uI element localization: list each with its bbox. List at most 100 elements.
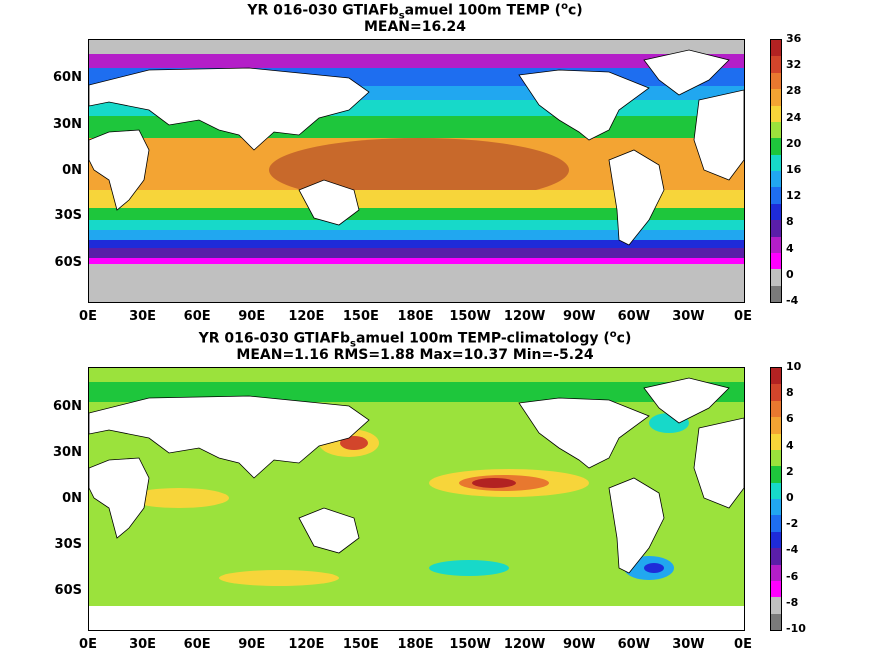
- bottom-colorbar-swatch: [771, 515, 781, 532]
- top-colorbar-swatch: [771, 72, 781, 90]
- top-colorbar-swatch: [771, 285, 781, 302]
- top-title-text-a: YR 016-030 GTIAFb: [247, 2, 399, 19]
- top-ylabel-0n: 0N: [62, 163, 82, 178]
- bottom-colorbar-swatch: [771, 531, 781, 549]
- bottom-colorbar-label: 8: [786, 386, 794, 400]
- top-colorbar-label: 16: [786, 163, 802, 176]
- bottom-map-panel: [88, 367, 745, 631]
- top-colorbar-label: 0: [786, 267, 794, 281]
- bottom-xlabel: 90E: [238, 637, 266, 652]
- top-xlabel: 90W: [563, 309, 596, 324]
- bottom-title-text-c: c): [616, 330, 632, 347]
- bottom-ylabel-60n: 60N: [53, 399, 82, 414]
- top-colorbar-label: 4: [786, 241, 794, 255]
- top-colorbar-label: 24: [786, 110, 802, 124]
- top-title-line1: YR 016-030 GTIAFbsamuel 100m TEMP (oc): [0, 0, 830, 24]
- top-colorbar-swatch: [771, 89, 781, 106]
- top-xlabel: 120W: [503, 309, 546, 324]
- bottom-colorbar-label: 4: [786, 438, 794, 452]
- bottom-colorbar-label: -10: [786, 622, 806, 635]
- top-colorbar-swatch: [771, 203, 781, 221]
- bottom-xlabel: 150W: [449, 637, 491, 652]
- bottom-ylabel-0n: 0N: [62, 491, 82, 506]
- top-xlabel: 150W: [449, 309, 491, 324]
- top-colorbar-label: 20: [786, 136, 802, 150]
- bottom-colorbar-label: 10: [786, 360, 802, 373]
- bottom-colorbar-label: 6: [786, 412, 794, 426]
- bottom-colorbar-label: -8: [786, 595, 799, 609]
- top-xlabel: 0E: [734, 309, 752, 324]
- top-xlabel: 30E: [129, 309, 157, 324]
- bottom-colorbar-label: 0: [786, 491, 794, 504]
- top-colorbar-swatch: [771, 121, 781, 139]
- bottom-colorbar-swatch: [771, 499, 781, 516]
- bottom-xlabel: 30E: [129, 637, 157, 652]
- top-colorbar-swatch: [771, 56, 781, 73]
- top-colorbar-label: 8: [786, 215, 794, 229]
- top-ylabel-60s: 60S: [54, 255, 82, 270]
- bottom-xlabel: 120W: [503, 637, 546, 652]
- top-xlabel: 90E: [238, 309, 266, 324]
- bottom-colorbar-swatch: [771, 368, 781, 385]
- bottom-xlabel: 60E: [183, 637, 211, 652]
- bottom-colorbar-label: -2: [786, 517, 799, 531]
- top-colorbar-swatch: [771, 154, 781, 171]
- top-title-line2: MEAN=16.24: [363, 19, 467, 35]
- bottom-xlabel: 0E: [734, 637, 752, 652]
- bottom-xlabel: 180E: [397, 637, 434, 652]
- bottom-colorbar-swatch: [771, 400, 781, 418]
- bottom-colorbar-swatch: [771, 417, 781, 434]
- bottom-colorbar-swatch: [771, 580, 781, 598]
- bottom-colorbar-label: 2: [786, 464, 794, 478]
- top-colorbar-swatch: [771, 252, 781, 270]
- bottom-xlabel: 30W: [672, 637, 705, 652]
- bottom-xlabel: 150E: [342, 637, 379, 652]
- bottom-title-line1: YR 016-030 GTIAFbsamuel 100m TEMP-climat…: [0, 326, 830, 352]
- bottom-ylabel-60s: 60S: [54, 583, 82, 598]
- top-ylabel-60n: 60N: [53, 70, 82, 85]
- bottom-xlabel: 120E: [288, 637, 325, 652]
- bottom-colorbar-swatch: [771, 433, 781, 450]
- top-colorbar-swatch: [771, 171, 781, 188]
- top-xlabel: 0E: [79, 309, 97, 324]
- top-colorbar-label: -4: [786, 294, 799, 307]
- top-colorbar-label: 32: [786, 58, 802, 72]
- bottom-colorbar: [770, 367, 782, 631]
- bottom-map-field: [89, 368, 744, 630]
- bottom-ylabel-30s: 30S: [54, 537, 82, 552]
- top-colorbar-label: 36: [786, 32, 802, 45]
- top-colorbar-label: 28: [786, 84, 802, 98]
- bottom-xlabel: 0E: [79, 637, 97, 652]
- top-map-panel: [88, 39, 745, 303]
- bottom-colorbar-swatch: [771, 449, 781, 467]
- top-ylabel-30n: 30N: [53, 117, 82, 132]
- bottom-colorbar-swatch: [771, 466, 781, 483]
- top-colorbar-swatch: [771, 187, 781, 204]
- top-title-text-c: c): [567, 2, 583, 19]
- top-colorbar-swatch: [771, 40, 781, 57]
- top-xlabel: 60W: [617, 309, 651, 324]
- top-colorbar-swatch: [771, 220, 781, 237]
- bottom-colorbar-swatch: [771, 564, 781, 581]
- bottom-title-text-a: YR 016-030 GTIAFb: [198, 330, 350, 347]
- top-xlabel: 30W: [672, 309, 705, 324]
- top-xlabel: 150E: [342, 309, 379, 324]
- top-title-sub: s: [398, 10, 405, 22]
- top-map-field: [89, 40, 744, 302]
- bottom-title-text-b: amuel 100m TEMP-climatology (: [355, 330, 610, 347]
- bottom-colorbar-swatch: [771, 613, 781, 630]
- bottom-colorbar-swatch: [771, 597, 781, 614]
- bottom-colorbar-label: -6: [786, 569, 799, 583]
- top-colorbar-swatch: [771, 105, 781, 122]
- top-ylabel-30s: 30S: [54, 208, 82, 223]
- top-colorbar-swatch: [771, 269, 781, 286]
- top-xlabel: 120E: [288, 309, 325, 324]
- top-colorbar-swatch: [771, 236, 781, 253]
- top-xlabel: 180E: [397, 309, 434, 324]
- top-colorbar-label: 12: [786, 189, 802, 203]
- bottom-title-sup: o: [609, 329, 617, 340]
- bottom-title-line2: MEAN=1.16 RMS=1.88 Max=10.37 Min=-5.24: [236, 347, 594, 363]
- top-colorbar-swatch: [771, 138, 781, 155]
- bottom-title-sub: s: [350, 338, 356, 350]
- top-title-text-b: amuel 100m TEMP (: [404, 2, 562, 19]
